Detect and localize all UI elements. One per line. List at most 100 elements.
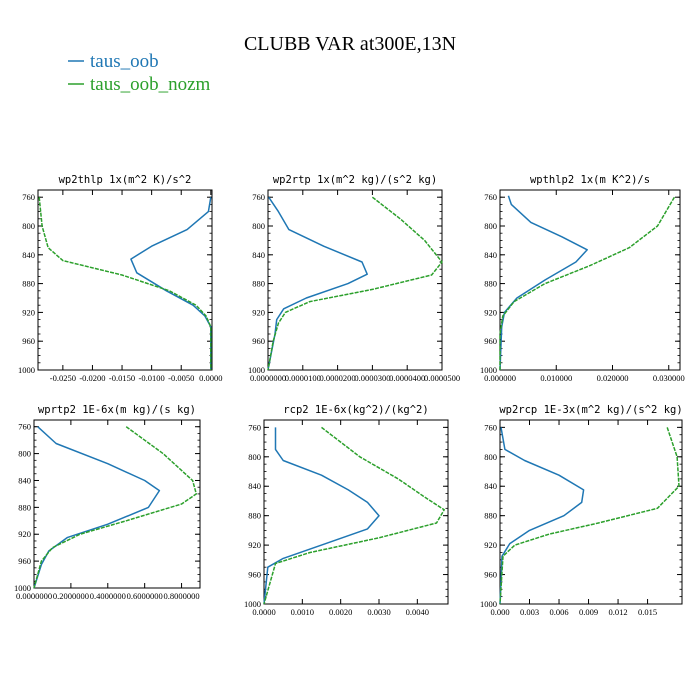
plot-frame [33, 419, 201, 589]
x-tick-label: -0.0200 [79, 373, 105, 383]
x-tick-label: 0.020000 [597, 373, 629, 383]
y-tick-label: 800 [248, 452, 261, 462]
plot-frame [267, 189, 443, 371]
y-tick-label: 880 [484, 279, 497, 289]
series-line-taus-oob-nozm [263, 426, 445, 605]
x-tick-label: 0.0000500 [424, 373, 460, 383]
y-tick-label: 800 [252, 221, 265, 231]
panel-title: wp2rtp 1x(m^2 kg)/(s^2 kg) [273, 174, 437, 186]
x-tick-label: 0.0010 [291, 607, 314, 617]
y-tick-label: 920 [252, 307, 265, 317]
y-tick-label: 760 [252, 192, 265, 202]
y-tick-label: 880 [18, 502, 31, 512]
x-tick-label: -0.0050 [168, 373, 194, 383]
x-tick-label: 0.0040 [406, 607, 429, 617]
panel-title: wp2thlp 1x(m^2 K)/s^2 [59, 174, 192, 186]
panel-title: wp2rcp 1E-3x(m^2 kg)/(s^2 kg) [499, 404, 682, 416]
y-tick-label: 800 [18, 449, 31, 459]
y-tick-label: 800 [484, 221, 497, 231]
x-tick-label: 0.006 [549, 607, 568, 617]
x-tick-label: 0.2000000 [53, 591, 89, 601]
y-tick-label: 920 [484, 307, 497, 317]
series-line-taus-oob [130, 197, 212, 370]
y-tick-label: 800 [484, 452, 497, 462]
series-line-taus-oob-nozm [499, 196, 676, 370]
x-tick-label: 0.0000 [252, 607, 275, 617]
x-tick-label: 0.0000400 [389, 373, 425, 383]
y-tick-label: 1000 [18, 365, 35, 375]
y-tick-label: 920 [248, 540, 261, 550]
y-tick-label: 760 [484, 192, 497, 202]
y-tick-label: 840 [18, 475, 31, 485]
x-tick-label: 0.003 [520, 607, 539, 617]
panel-title: wpthlp2 1x(m K^2)/s [530, 174, 650, 186]
y-tick-label: 760 [22, 192, 35, 202]
y-tick-label: 1000 [248, 365, 265, 375]
plot-frame [499, 189, 681, 371]
y-tick-label: 960 [22, 336, 35, 346]
x-tick-label: 0.010000 [540, 373, 572, 383]
y-tick-label: 1000 [14, 583, 31, 593]
series-line-taus-oob [267, 196, 368, 371]
x-tick-label: 0.4000000 [90, 591, 126, 601]
series-line-taus-oob [263, 427, 380, 605]
x-tick-label: 0.012 [608, 607, 627, 617]
x-tick-label: 0.000 [490, 607, 509, 617]
y-tick-label: 880 [248, 511, 261, 521]
series-line-taus-oob-nozm [499, 427, 680, 605]
y-tick-label: 840 [22, 250, 35, 260]
legend: taus_oob taus_oob_nozm [68, 51, 211, 95]
x-tick-label: 0.0030 [367, 607, 390, 617]
plot-frame [499, 419, 683, 605]
panel-5: rcp2 1E-6x(kg^2)/(kg^2) 760 800 840 880 920 96… [244, 404, 449, 617]
y-tick-label: 920 [18, 529, 31, 539]
plot-frame [263, 419, 449, 605]
y-tick-label: 920 [22, 307, 35, 317]
panel-grid: wp2thlp 1x(m^2 K)/s^2 760 800 840 880 920 960 1… [14, 174, 685, 617]
x-tick-label: -0.0250 [50, 373, 76, 383]
x-tick-label: 0.8000000 [163, 591, 199, 601]
x-tick-label: -0.0150 [109, 373, 135, 383]
y-tick-label: 760 [484, 422, 497, 432]
y-tick-label: 880 [484, 511, 497, 521]
x-tick-label: 0.0000200 [320, 373, 356, 383]
y-tick-label: 960 [248, 570, 261, 580]
series-line-taus-oob [33, 426, 161, 589]
plot-frame [37, 189, 213, 371]
y-tick-label: 760 [18, 422, 31, 432]
panel-title: rcp2 1E-6x(kg^2)/(kg^2) [283, 404, 428, 416]
x-tick-label: 0.000000 [484, 373, 516, 383]
x-tick-label: 0.0020 [329, 607, 352, 617]
x-tick-label: 0.0000000 [16, 591, 52, 601]
y-tick-label: 760 [248, 422, 261, 432]
legend-label-taus-oob: taus_oob [90, 51, 159, 72]
panel-1: wp2thlp 1x(m^2 K)/s^2 760 800 840 880 920 960 1… [18, 174, 223, 383]
x-tick-label: 0.0000000 [250, 373, 286, 383]
y-tick-label: 1000 [244, 599, 261, 609]
panel-3: wpthlp2 1x(m K^2)/s 760 800 840 880 920 960 100… [480, 174, 685, 383]
figure-title: CLUBB VAR at300E,13N [244, 33, 456, 55]
y-tick-label: 1000 [480, 365, 497, 375]
x-tick-label: 0.009 [579, 607, 598, 617]
x-tick-label: 0.6000000 [127, 591, 163, 601]
legend-label-taus-oob-nozm: taus_oob_nozm [90, 74, 211, 95]
x-tick-label: -0.0100 [139, 373, 165, 383]
series-line-taus-oob-nozm [267, 196, 443, 371]
y-tick-label: 880 [252, 279, 265, 289]
series-line-taus-oob [499, 195, 588, 371]
y-tick-label: 960 [484, 336, 497, 346]
panel-2: wp2rtp 1x(m^2 kg)/(s^2 kg) 760 800 840 880 92… [248, 174, 460, 383]
panel-6: wp2rcp 1E-3x(m^2 kg)/(s^2 kg)760 800 840 88… [480, 404, 683, 617]
x-tick-label: 0.030000 [653, 373, 685, 383]
y-tick-label: 840 [252, 250, 265, 260]
y-tick-label: 1000 [480, 599, 497, 609]
x-tick-label: 0.0000300 [354, 373, 390, 383]
x-tick-label: 0.015 [638, 607, 657, 617]
y-tick-label: 800 [22, 221, 35, 231]
series-line-taus-oob-nozm [33, 426, 198, 589]
panel-4: wprtp2 1E-6x(m kg)/(s kg) 760 800 840 880 920… [14, 404, 201, 601]
y-tick-label: 840 [248, 481, 261, 491]
y-tick-label: 920 [484, 540, 497, 550]
y-tick-label: 840 [484, 250, 497, 260]
